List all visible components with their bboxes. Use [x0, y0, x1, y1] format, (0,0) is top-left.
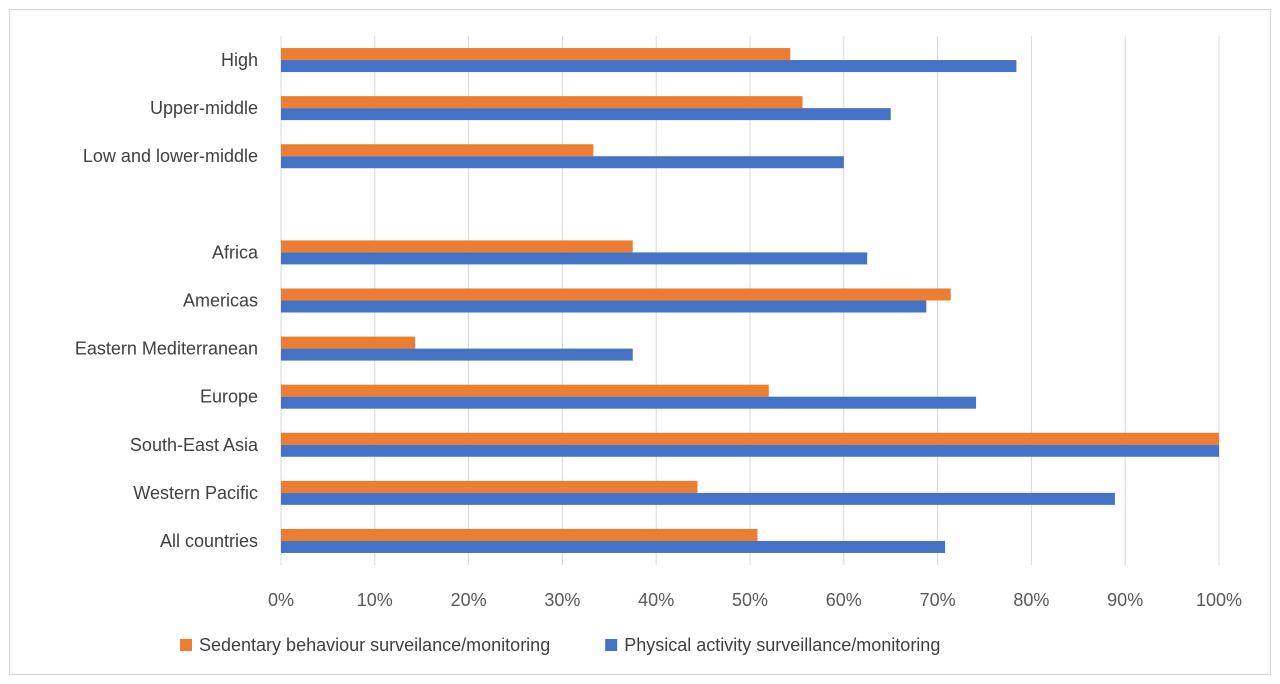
bar — [281, 252, 868, 265]
category-label: Americas — [183, 291, 258, 311]
category-label: Europe — [200, 387, 258, 407]
x-tick-label: 60% — [826, 590, 862, 610]
bar — [281, 240, 633, 253]
gridlines — [280, 36, 1220, 565]
x-tick-label: 90% — [1107, 590, 1143, 610]
category-label: Low and lower-middle — [83, 146, 258, 166]
bar — [281, 96, 803, 109]
bar — [281, 144, 594, 157]
bars — [281, 48, 1219, 553]
bar — [281, 336, 416, 349]
bar — [281, 492, 1115, 505]
category-label: South-East Asia — [130, 435, 259, 455]
bar — [281, 396, 977, 409]
category-label: Eastern Mediterranean — [75, 339, 258, 359]
bar — [281, 108, 891, 121]
x-tick-label: 40% — [638, 590, 674, 610]
x-tick-label: 0% — [268, 590, 294, 610]
category-label: Western Pacific — [133, 483, 258, 503]
bar — [281, 480, 698, 493]
bar — [281, 528, 758, 541]
category-label: Upper-middle — [150, 98, 258, 118]
x-tick-labels: 0% 10% 20% 30% 40% 50% 60% 70% 80% 90% 100% — [268, 590, 1242, 610]
chart-frame — [9, 9, 1271, 675]
bar — [281, 156, 844, 169]
bar — [281, 540, 946, 553]
x-tick-label: 20% — [451, 590, 487, 610]
bar — [281, 60, 1017, 73]
category-label: All countries — [160, 531, 258, 551]
category-labels: High Upper-middle Low and lower-middle Afri… — [75, 50, 259, 551]
bar — [281, 288, 951, 301]
bar — [281, 348, 633, 361]
x-tick-label: 30% — [544, 590, 580, 610]
category-label: High — [221, 50, 258, 70]
category-label: Africa — [212, 242, 259, 262]
x-tick-label: 80% — [1013, 590, 1049, 610]
x-tick-label: 100% — [1196, 590, 1242, 610]
bar — [281, 432, 1219, 445]
legend-label: Physical activity surveillance/monitorin… — [624, 635, 940, 655]
legend: Sedentary behaviour surveilance/monitori… — [180, 635, 940, 655]
bar — [281, 48, 791, 61]
legend-swatch — [605, 639, 618, 651]
bar — [281, 384, 769, 397]
bar — [281, 444, 1219, 457]
bar — [281, 300, 927, 313]
x-tick-label: 50% — [732, 590, 768, 610]
x-tick-label: 70% — [920, 590, 956, 610]
legend-label: Sedentary behaviour surveilance/monitori… — [199, 635, 550, 655]
x-tick-label: 10% — [357, 590, 393, 610]
legend-swatch — [180, 639, 192, 651]
